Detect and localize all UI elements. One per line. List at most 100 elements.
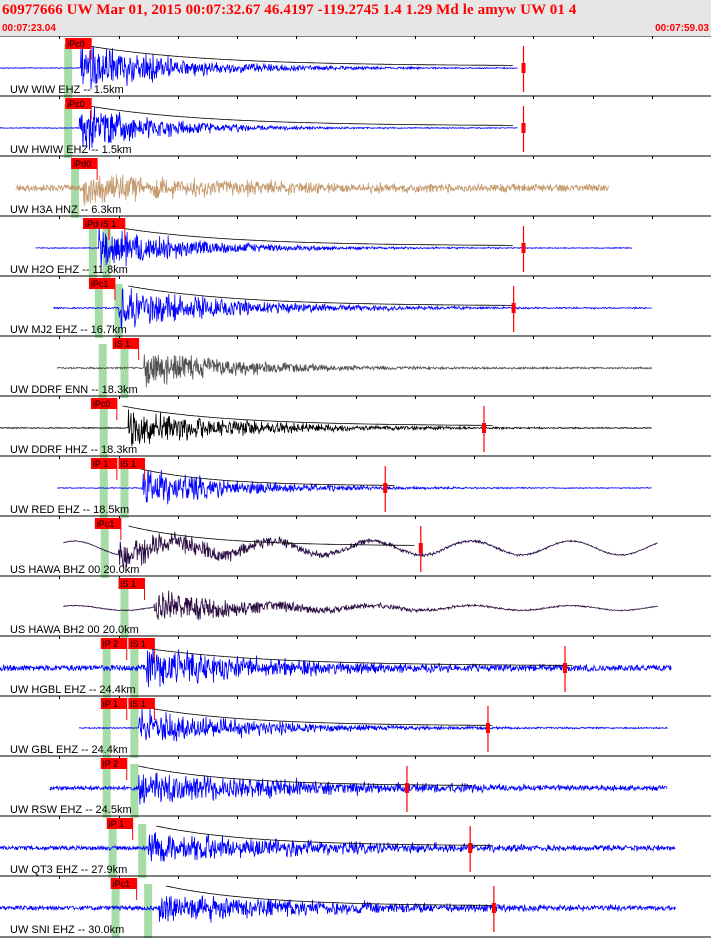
waveform-trace <box>56 354 653 388</box>
event-title: 60977666 UW Mar 01, 2015 00:07:32.67 46.… <box>2 2 577 18</box>
waveform-trace <box>53 288 652 329</box>
coda-curve <box>108 225 513 246</box>
phase-pick-box <box>90 458 117 469</box>
coda-curve <box>128 285 513 306</box>
phase-pick-label: iS 1 <box>130 699 146 709</box>
coda-end-marker-tick <box>521 123 526 133</box>
phase-pick-box <box>106 818 133 829</box>
phase-pick-label: iPd0 <box>85 219 103 229</box>
phase-pick-box <box>110 878 137 889</box>
waveform-trace <box>0 895 676 923</box>
coda-curve <box>128 525 415 546</box>
time-end-label: 00:07:59.03 <box>655 23 709 34</box>
station-label: UW MJ2 EHZ -- 16.7km <box>10 324 127 336</box>
phase-pick-label: iPd0 <box>73 159 91 169</box>
coda-end-marker-tick <box>418 543 423 553</box>
coda-end-marker-tick <box>511 303 516 313</box>
window-band <box>144 884 153 938</box>
phase-pick-box <box>118 458 145 469</box>
coda-end-marker-tick <box>521 63 526 73</box>
coda-curve <box>88 45 513 66</box>
phase-pick-box <box>90 398 117 409</box>
station-label: UW GBL EHZ -- 24.4km <box>10 744 128 756</box>
phase-pick-label: iPc0 <box>67 39 85 49</box>
coda-end-marker-tick <box>491 903 496 913</box>
coda-end-marker-tick <box>468 843 473 853</box>
waveform-trace <box>0 44 518 90</box>
window-band <box>102 644 111 698</box>
window-band <box>99 464 108 518</box>
phase-pick-label: iP 1 <box>93 459 108 469</box>
window-band <box>64 44 73 98</box>
phase-pick-label: iS 1 <box>130 639 146 649</box>
waveform-trace <box>62 531 658 569</box>
coda-end-marker-tick <box>485 723 490 733</box>
station-label: UW HGBL EHZ -- 24.4km <box>10 684 136 696</box>
coda-curve <box>138 765 473 786</box>
phase-pick-box <box>100 638 127 649</box>
window-band <box>120 344 129 398</box>
window-band <box>99 404 108 458</box>
station-label: UW SNI EHZ -- 30.0km <box>10 924 124 936</box>
station-label: UW DDRF ENN -- 18.3km <box>10 384 138 396</box>
header-bar: 60977666 UW Mar 01, 2015 00:07:32.67 46.… <box>0 0 711 36</box>
station-label: UW DDRF HHZ -- 18.3km <box>10 444 137 456</box>
coda-end-marker-tick <box>383 483 388 493</box>
window-band <box>138 824 147 878</box>
coda-curve <box>122 405 493 426</box>
phase-pick-box <box>118 578 145 589</box>
waveform-trace <box>35 224 633 268</box>
station-label: UW RED EHZ -- 18.5km <box>10 504 129 516</box>
window-band <box>98 344 107 398</box>
phase-pick-label: iPc1 <box>91 279 109 289</box>
station-label: UW H3A HNZ -- 6.3km <box>10 204 121 216</box>
coda-end-marker-tick <box>482 423 487 433</box>
waveform-trace <box>57 469 652 505</box>
station-label: UW RSW EHZ -- 24.5km <box>10 804 132 816</box>
station-label: UW HWIW EHZ -- 1.5km <box>10 144 132 156</box>
window-band <box>111 884 120 938</box>
coda-end-marker-tick <box>521 243 526 253</box>
window-band <box>130 764 139 818</box>
phase-pick-label: iPc1 <box>113 879 131 889</box>
coda-curve <box>88 105 513 126</box>
window-band <box>108 824 117 878</box>
waveform-trace <box>0 106 518 151</box>
station-label: UW QT3 EHZ -- 27.9km <box>10 864 127 876</box>
trace-waveforms <box>0 44 676 923</box>
waveform-trace <box>49 772 668 805</box>
phase-pick-box <box>94 518 121 529</box>
phase-pick-label: iS 1 <box>101 219 117 229</box>
phase-pick-label: iPc0 <box>93 399 111 409</box>
window-band <box>102 764 111 818</box>
phase-pick-label: iS 1 <box>121 579 137 589</box>
waveform-trace <box>0 643 672 688</box>
coda-end-marker-tick <box>563 663 568 673</box>
phase-pick-label: iP 1 <box>103 699 118 709</box>
phase-pick-box <box>98 218 125 229</box>
window-band <box>120 464 129 518</box>
coda-curve <box>165 885 492 906</box>
coda-end-marker-tick <box>404 783 409 793</box>
phase-pick-box <box>100 698 127 709</box>
phase-pick-box <box>65 98 92 109</box>
phase-pick-box <box>112 338 139 349</box>
trace-overlays: iPc0 UW WIW EHZ -- 1.5km iPc0 UW HWIW EHZ -… <box>10 38 573 936</box>
phase-pick-label: iP 2 <box>103 759 118 769</box>
phase-pick-label: iP 2 <box>103 639 118 649</box>
phase-pick-label: iS 1 <box>115 339 131 349</box>
coda-curve <box>130 645 573 666</box>
phase-pick-box <box>88 278 115 289</box>
phase-pick-box <box>128 698 155 709</box>
coda-curve <box>128 465 395 486</box>
station-label: UW WIW EHZ -- 1.5km <box>10 84 124 96</box>
window-band <box>94 284 103 338</box>
window-band <box>120 584 129 638</box>
phase-pick-label: iPc1 <box>97 519 115 529</box>
window-band <box>71 164 80 218</box>
station-label: US HAWA BHZ 00 20.0km <box>10 564 139 576</box>
phase-pick-label: iPc0 <box>67 99 85 109</box>
waveform-trace <box>78 707 668 742</box>
window-band <box>130 704 139 758</box>
waveform-trace <box>0 832 676 862</box>
